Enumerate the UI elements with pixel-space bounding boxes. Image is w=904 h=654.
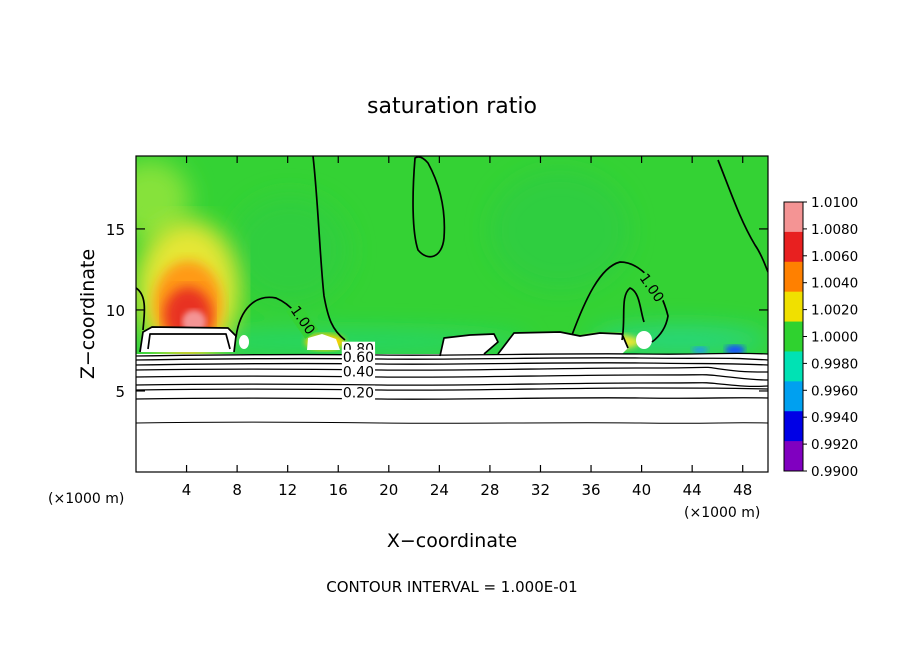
x-tick-label: 12	[278, 481, 297, 499]
contour-1-00-loop	[412, 156, 446, 258]
x-tick-label: 28	[480, 481, 499, 499]
x-tick-label: 20	[379, 481, 398, 499]
contour-lines	[136, 156, 768, 357]
isoline-0-20	[136, 397, 768, 400]
colorbar-swatch	[784, 351, 803, 382]
colorbar-label: 1.0000	[811, 330, 858, 346]
contour-1-00-a	[312, 156, 346, 341]
x-unit-right: (×1000 m)	[684, 505, 760, 521]
contour-label-bg	[341, 385, 376, 402]
cloud-outline-inner	[147, 333, 231, 350]
colorbar-swatch	[784, 321, 803, 352]
x-tick-label: 40	[632, 481, 651, 499]
x-tick-label: 4	[182, 481, 192, 499]
colorbar-swatch	[784, 411, 803, 442]
x-tick-label: 16	[329, 481, 348, 499]
colorbar-label: 1.0020	[811, 303, 858, 319]
x-tick-label: 32	[531, 481, 550, 499]
isoline-0-10	[136, 421, 768, 424]
y-axis-label: Z−coordinate	[77, 249, 99, 379]
x-tick-label: 44	[683, 481, 702, 499]
y-tick-label: 10	[106, 302, 125, 320]
colorbar-label: 0.9920	[811, 437, 858, 453]
contour-label-bg	[635, 270, 668, 307]
x-axis-label: X−coordinate	[387, 530, 517, 552]
isoline-0-90	[136, 352, 768, 357]
colorbar-swatch	[784, 291, 803, 323]
colorbar-swatch	[784, 381, 803, 412]
x-tick-label: 48	[733, 481, 752, 499]
colorbar-label: 0.9960	[811, 383, 858, 399]
contour-1-00-c	[571, 261, 669, 343]
contour-1-00-left	[136, 287, 146, 331]
cloud-outline-left	[139, 326, 237, 353]
isoline-0-70	[136, 362, 768, 366]
contour-label-bg	[341, 349, 376, 366]
contour-label-bg	[286, 302, 319, 339]
isoline-0-80	[136, 357, 768, 361]
contour-label: 0.40	[343, 364, 374, 380]
colorbar-swatch	[784, 202, 803, 233]
colorbar-label: 0.9900	[811, 464, 858, 480]
contour-1-00-d	[621, 287, 645, 341]
colorbar-swatch	[784, 261, 803, 293]
colorbar-label: 1.0100	[811, 195, 858, 211]
isoline-0-50	[136, 374, 768, 381]
field-subsaturated	[136, 354, 768, 472]
isolines-subsaturated	[136, 352, 768, 424]
contour-label-bg	[341, 364, 376, 381]
x-unit-left: (×1000 m)	[48, 491, 124, 507]
cloud-outline-right	[497, 331, 629, 355]
colorbar-label: 1.0060	[811, 249, 858, 265]
isoline-0-40	[136, 382, 768, 388]
contour-interval-note: CONTOUR INTERVAL = 1.000E-01	[326, 578, 577, 596]
isoline-0-30	[136, 387, 768, 391]
colorbar-label: 0.9980	[811, 356, 858, 372]
y-tick-label: 15	[106, 221, 125, 239]
x-tick-label: 36	[581, 481, 600, 499]
contour-label: 0.60	[343, 350, 374, 366]
colorbar: 1.0100 1.0080 1.0060 1.0040 1.0020 1.0000 0.99…	[783, 195, 858, 480]
colorbar-label: 1.0080	[811, 222, 858, 238]
plot-frame	[135, 155, 769, 473]
colorbar-swatch	[784, 231, 803, 263]
x-tick-label: 24	[430, 481, 449, 499]
y-tick-label: 5	[115, 383, 125, 401]
contour-label: 0.20	[343, 385, 374, 401]
colorbar-swatch	[784, 441, 803, 472]
plot-area: 1.001.000.800.600.400.20	[136, 156, 768, 472]
cloud-outline-center	[439, 333, 499, 357]
colorbar-label: 1.0040	[811, 276, 858, 292]
isoline-0-60	[136, 366, 768, 373]
colorbar-label: 0.9940	[811, 410, 858, 426]
chart-title: saturation ratio	[367, 94, 537, 119]
x-tick-label: 8	[232, 481, 242, 499]
contour-1-00-right	[717, 159, 768, 273]
